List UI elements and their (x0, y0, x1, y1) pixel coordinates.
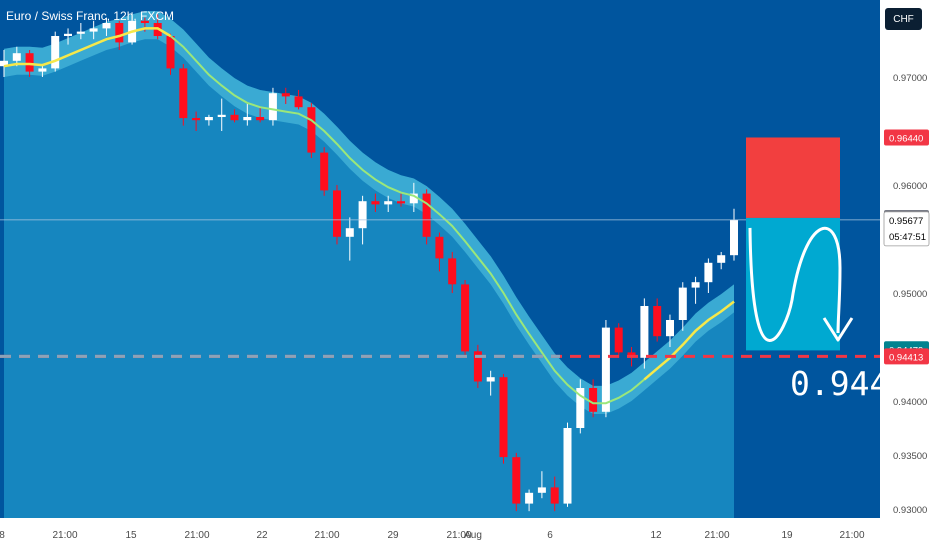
candle-body (333, 190, 341, 237)
candle-body (653, 306, 662, 337)
candle-body (384, 201, 393, 205)
target-level-annotation: 0.9441 (790, 364, 910, 403)
time-tick-label: 21:00 (52, 530, 77, 541)
candle-body (102, 23, 111, 29)
candle-body (115, 23, 124, 43)
candle-body (294, 96, 303, 108)
candle-body (691, 282, 700, 288)
candle-body (512, 457, 521, 504)
price-label-tag (884, 348, 929, 365)
candle-body (268, 93, 277, 121)
candle-body (601, 327, 610, 412)
candle-body (192, 118, 201, 121)
price-label-tag (884, 129, 929, 146)
candle-body (499, 377, 508, 458)
candle-body (550, 487, 559, 504)
time-tick-label: Aug (464, 530, 482, 541)
candle-body (640, 306, 649, 358)
time-tick-label: 12 (650, 530, 662, 541)
candle-body (345, 228, 354, 237)
price-axis-background (880, 0, 932, 518)
take-profit-zone (746, 217, 840, 351)
candle-body (12, 53, 21, 61)
candle-body (563, 428, 572, 504)
price-tick-label: 0.93000 (893, 505, 927, 516)
time-tick-label: 19 (781, 530, 793, 541)
candle-body (243, 117, 252, 121)
candle-body (397, 201, 405, 204)
candle-body (307, 107, 316, 153)
candle-body (358, 201, 367, 229)
currency-badge[interactable]: CHF (885, 8, 922, 30)
price-tick-label: 0.96000 (893, 181, 927, 192)
candle-body (678, 287, 687, 320)
candle-body (473, 351, 482, 382)
time-tick-label: 15 (125, 530, 137, 541)
chart-title: Euro / Swiss Franc, 12h, FXCM (6, 9, 175, 23)
price-label-text: 0.94413 (889, 352, 923, 363)
candle-body (614, 327, 623, 353)
candle-body (0, 60, 8, 67)
candle-body (89, 28, 98, 32)
ma-highlight-left (3, 27, 172, 68)
candle-body (448, 258, 457, 285)
candle-body (64, 33, 72, 36)
candle-body (371, 201, 380, 205)
candle-body (435, 236, 444, 259)
time-tick-label: 6 (547, 530, 553, 541)
price-tick-label: 0.93500 (893, 451, 927, 462)
projected-path-arrowhead (822, 317, 854, 342)
price-label-text: 0.95677 (889, 216, 923, 227)
ma-area-fill (4, 11, 734, 518)
candle-body (576, 388, 585, 428)
candle-body (461, 284, 470, 352)
time-tick-label: 8 (0, 530, 5, 541)
time-tick-label: 29 (387, 530, 399, 541)
candle-body (717, 255, 726, 263)
candle-body (666, 320, 674, 337)
candle-body (422, 193, 431, 237)
price-label-text: 0.96440 (889, 133, 923, 144)
candle-body (179, 68, 188, 119)
candle-body (217, 114, 226, 117)
candle-body (25, 53, 34, 72)
stop-loss-zone (746, 137, 840, 218)
time-tick-label: 21:00 (446, 530, 471, 541)
time-tick-label: 21:00 (839, 530, 864, 541)
candle-body (51, 36, 60, 69)
price-tick-label: 0.97000 (893, 73, 927, 84)
projected-path (748, 226, 842, 342)
candle-body (486, 377, 495, 382)
candle-body (256, 117, 265, 121)
bar-countdown-text: 05:47:51 (889, 232, 926, 243)
candle-body (320, 152, 329, 191)
candle-body (730, 219, 738, 256)
time-axis-background (0, 518, 932, 550)
candle-body (204, 117, 213, 121)
candle-body (38, 68, 47, 72)
candle-body (76, 31, 85, 34)
candle-body (704, 262, 713, 283)
candle-body (525, 492, 534, 504)
time-tick-label: 21:00 (704, 530, 729, 541)
candle-body (537, 487, 546, 493)
price-label-tag (883, 211, 930, 247)
candle-body (230, 114, 239, 121)
candle-body (166, 36, 175, 69)
candle-body (281, 93, 290, 97)
candle-body (140, 20, 149, 23)
candle-body (589, 388, 598, 412)
ma-highlight-right (643, 300, 735, 381)
time-tick-label: 22 (256, 530, 268, 541)
candle-body (409, 193, 418, 204)
price-tick-label: 0.95000 (893, 289, 927, 300)
time-tick-label: 21:00 (184, 530, 209, 541)
time-tick-label: 21:00 (314, 530, 339, 541)
price-tick-label: 0.94000 (893, 397, 927, 408)
